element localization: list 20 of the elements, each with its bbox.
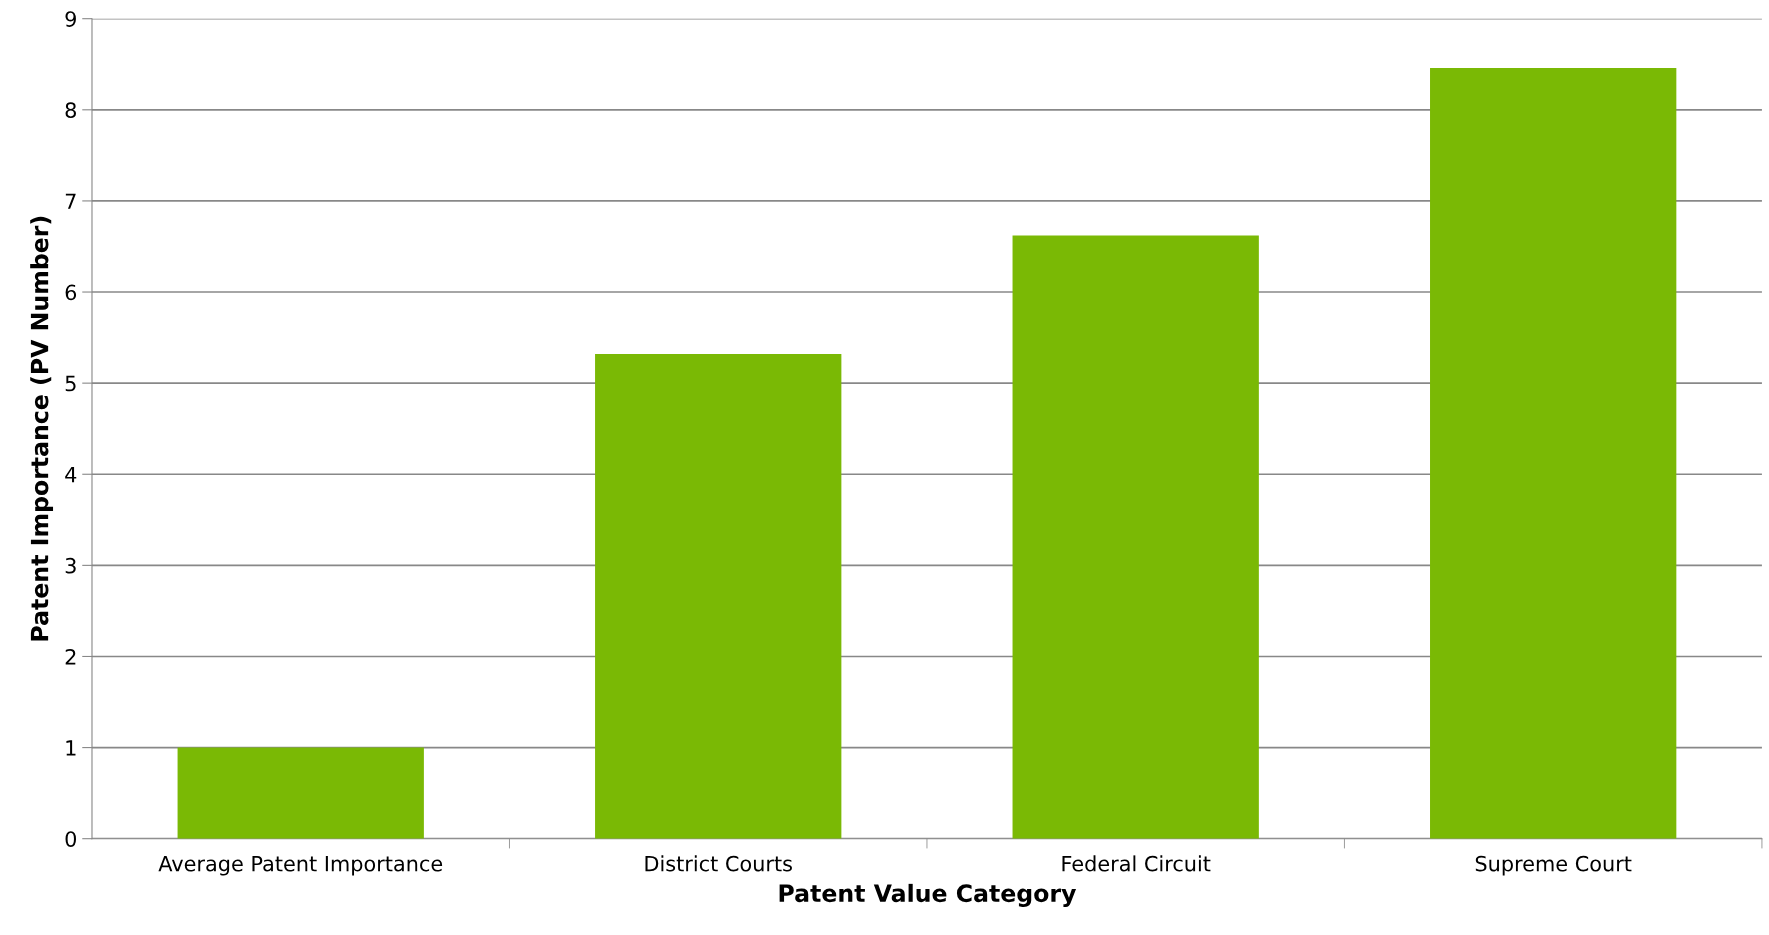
x-tick-label: Supreme Court — [1475, 855, 1632, 876]
y-tick-label: 0 — [65, 831, 77, 847]
y-tick-label: 6 — [65, 284, 77, 301]
x-tick-label: District Courts — [645, 855, 792, 872]
y-tick-label: 9 — [65, 11, 76, 27]
y-tick-label: 7 — [65, 193, 76, 209]
x-tick-label: Average Patent Importance — [158, 856, 443, 876]
bar — [177, 747, 424, 839]
y-axis-title: Patent Importance (PV Number) — [30, 216, 54, 641]
y-tick-label: 5 — [65, 375, 76, 392]
y-tick-label: 8 — [65, 102, 76, 119]
y-tick-label: 3 — [65, 557, 76, 574]
y-tick-label: 4 — [65, 466, 77, 483]
y-tick-label: 1 — [66, 740, 76, 756]
bar — [595, 353, 842, 839]
y-tick-label: 2 — [65, 648, 76, 665]
bar — [1012, 235, 1259, 839]
x-axis-title: Patent Value Category — [779, 883, 1077, 907]
bar — [1430, 67, 1677, 839]
x-tick-label: Federal Circuit — [1062, 855, 1211, 872]
